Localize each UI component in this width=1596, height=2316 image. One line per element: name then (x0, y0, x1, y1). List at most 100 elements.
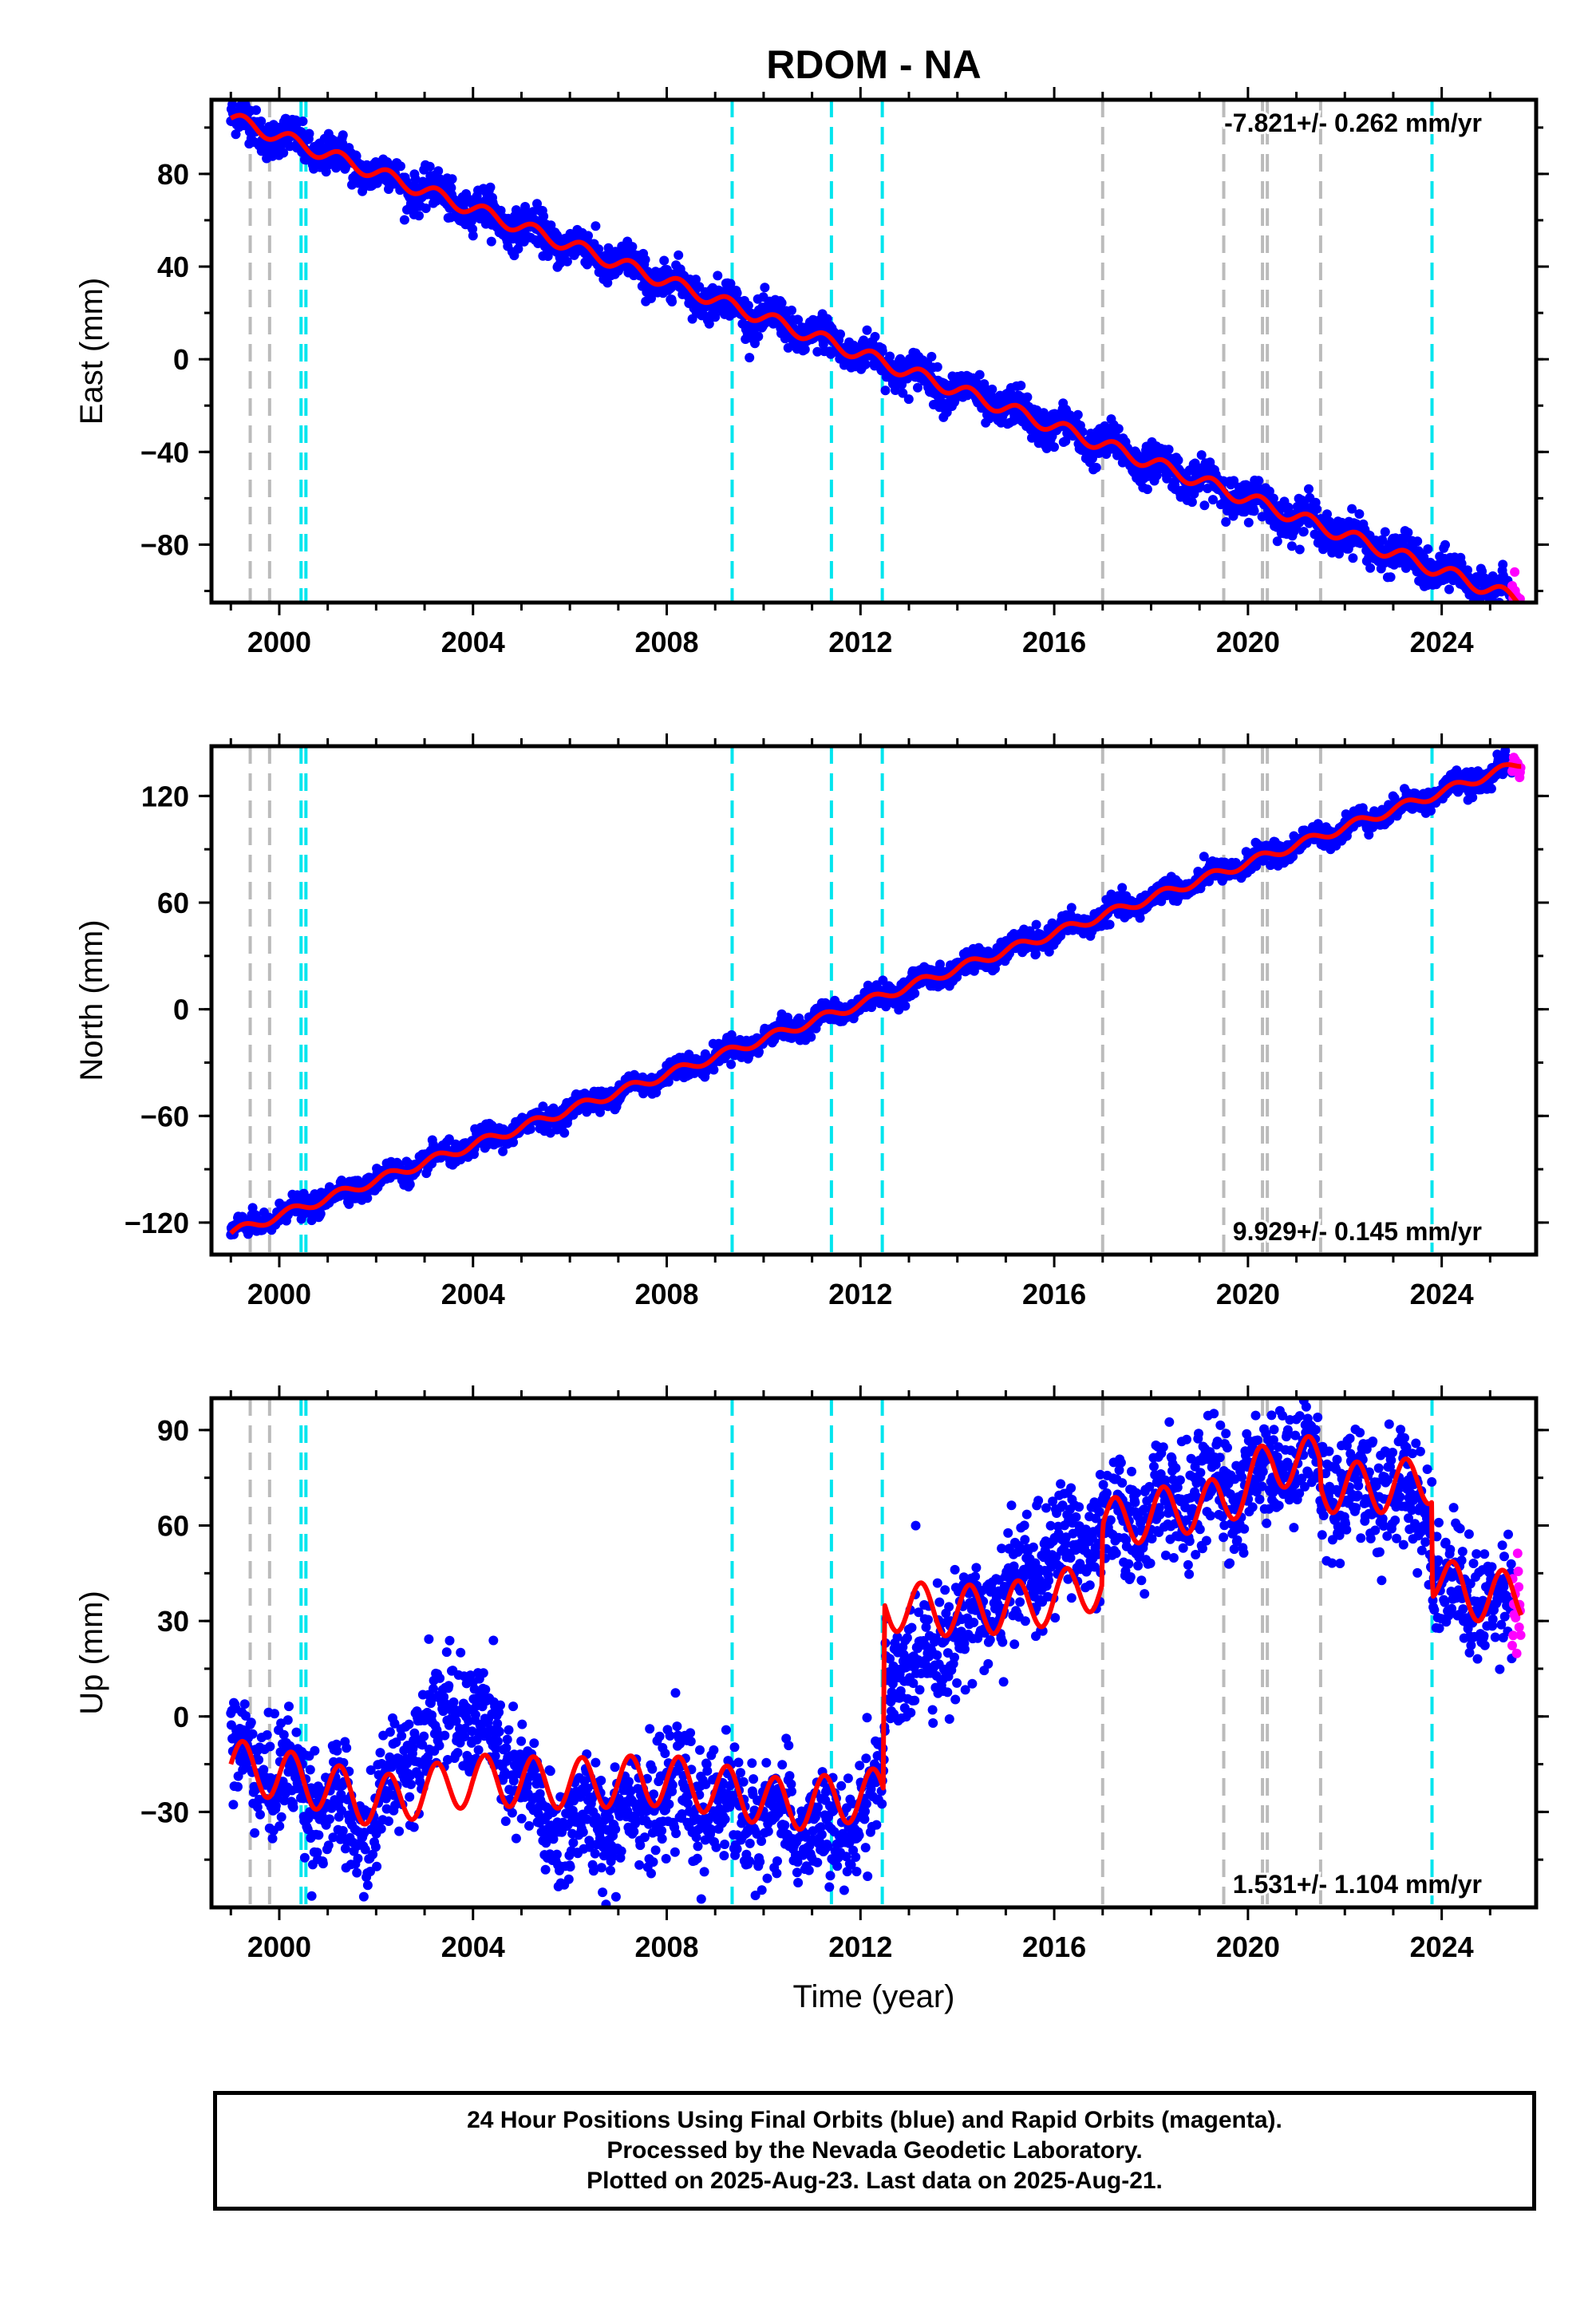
final-point (783, 342, 793, 353)
y-tick-label: −80 (140, 528, 189, 561)
panel-east: 2000 2004 2008 2012 2016 2020 2024−80−4004080E… (74, 87, 1549, 658)
final-point (691, 275, 701, 285)
final-point (687, 314, 697, 324)
final-point (304, 128, 314, 139)
final-point (1268, 493, 1278, 504)
final-point (410, 174, 421, 184)
data-points (226, 100, 1525, 622)
final-point (231, 129, 241, 140)
final-point (1385, 572, 1396, 583)
final-point (594, 244, 604, 255)
final-point (732, 288, 742, 298)
x-tick-label: 2012 (828, 626, 892, 658)
final-point (753, 331, 764, 342)
final-point (1049, 442, 1059, 453)
final-point (1117, 883, 1128, 893)
final-point (1484, 609, 1494, 619)
y-tick-label: 0 (173, 343, 189, 376)
final-point (1365, 563, 1376, 573)
final-point (932, 362, 942, 372)
final-point (860, 359, 871, 370)
model-line (229, 113, 1521, 603)
final-point (891, 385, 900, 395)
final-point (787, 305, 796, 315)
rapid-point (1514, 612, 1523, 622)
final-point (926, 351, 937, 362)
final-point (903, 394, 914, 405)
rapid-point (1510, 567, 1520, 577)
final-point (1249, 506, 1259, 516)
final-point (1187, 497, 1197, 508)
final-point (583, 231, 593, 241)
rapid-point (1515, 605, 1524, 615)
x-tick-label: 2000 (247, 626, 311, 658)
final-point (713, 271, 723, 281)
final-point (591, 221, 601, 231)
final-point (1347, 504, 1357, 514)
final-point (627, 242, 638, 252)
final-point (1091, 462, 1101, 472)
final-point (1243, 517, 1254, 528)
final-point (559, 1128, 570, 1138)
final-point (1456, 559, 1467, 569)
final-point (1312, 504, 1321, 514)
final-point (667, 297, 678, 306)
final-point (362, 1193, 373, 1203)
final-point (279, 148, 289, 158)
final-point (900, 1001, 911, 1011)
final-point (251, 105, 261, 115)
final-point (836, 329, 845, 339)
final-point (885, 351, 895, 362)
final-point (1491, 606, 1501, 615)
rate-label: -7.821+/- 0.262 mm/yr (1224, 109, 1482, 137)
final-point (776, 298, 787, 308)
final-point (1022, 392, 1033, 402)
final-point (298, 117, 308, 126)
final-point (898, 388, 908, 398)
final-point (1152, 470, 1162, 480)
final-point (447, 174, 457, 184)
final-point (445, 212, 456, 223)
final-point (1196, 450, 1207, 460)
final-point (910, 988, 920, 998)
final-point (1412, 536, 1423, 547)
final-point (496, 205, 506, 215)
final-point (296, 127, 306, 137)
final-point (726, 1059, 737, 1069)
final-point (1190, 458, 1200, 468)
final-point (1016, 381, 1026, 391)
final-point (227, 100, 238, 109)
x-tick-label: 2020 (1216, 626, 1280, 658)
final-point (1163, 445, 1174, 455)
final-point (486, 236, 496, 247)
final-point (1073, 409, 1083, 420)
final-point (405, 1180, 415, 1190)
final-point (414, 211, 424, 221)
final-point (1499, 606, 1509, 615)
final-point (1264, 486, 1274, 496)
final-point (793, 314, 804, 325)
final-point (870, 331, 880, 342)
final-point (520, 202, 531, 211)
final-point (1229, 476, 1239, 486)
final-point (468, 231, 478, 241)
rapid-point (1508, 604, 1518, 614)
final-point (433, 166, 444, 176)
final-point (862, 325, 872, 335)
final-point (1400, 563, 1411, 573)
final-point (674, 250, 684, 260)
final-point (525, 1124, 535, 1134)
final-point (974, 370, 985, 380)
final-point (421, 204, 431, 213)
final-point (710, 312, 721, 322)
final-point (1031, 919, 1041, 930)
final-point (1466, 606, 1476, 615)
final-point (760, 283, 770, 293)
final-point (1403, 528, 1413, 538)
final-point (1254, 476, 1264, 486)
final-point (1199, 500, 1210, 511)
plot-area (226, 100, 1525, 622)
final-point (338, 130, 348, 140)
plot-area (226, 746, 1526, 1255)
rapid-point (1514, 610, 1523, 619)
